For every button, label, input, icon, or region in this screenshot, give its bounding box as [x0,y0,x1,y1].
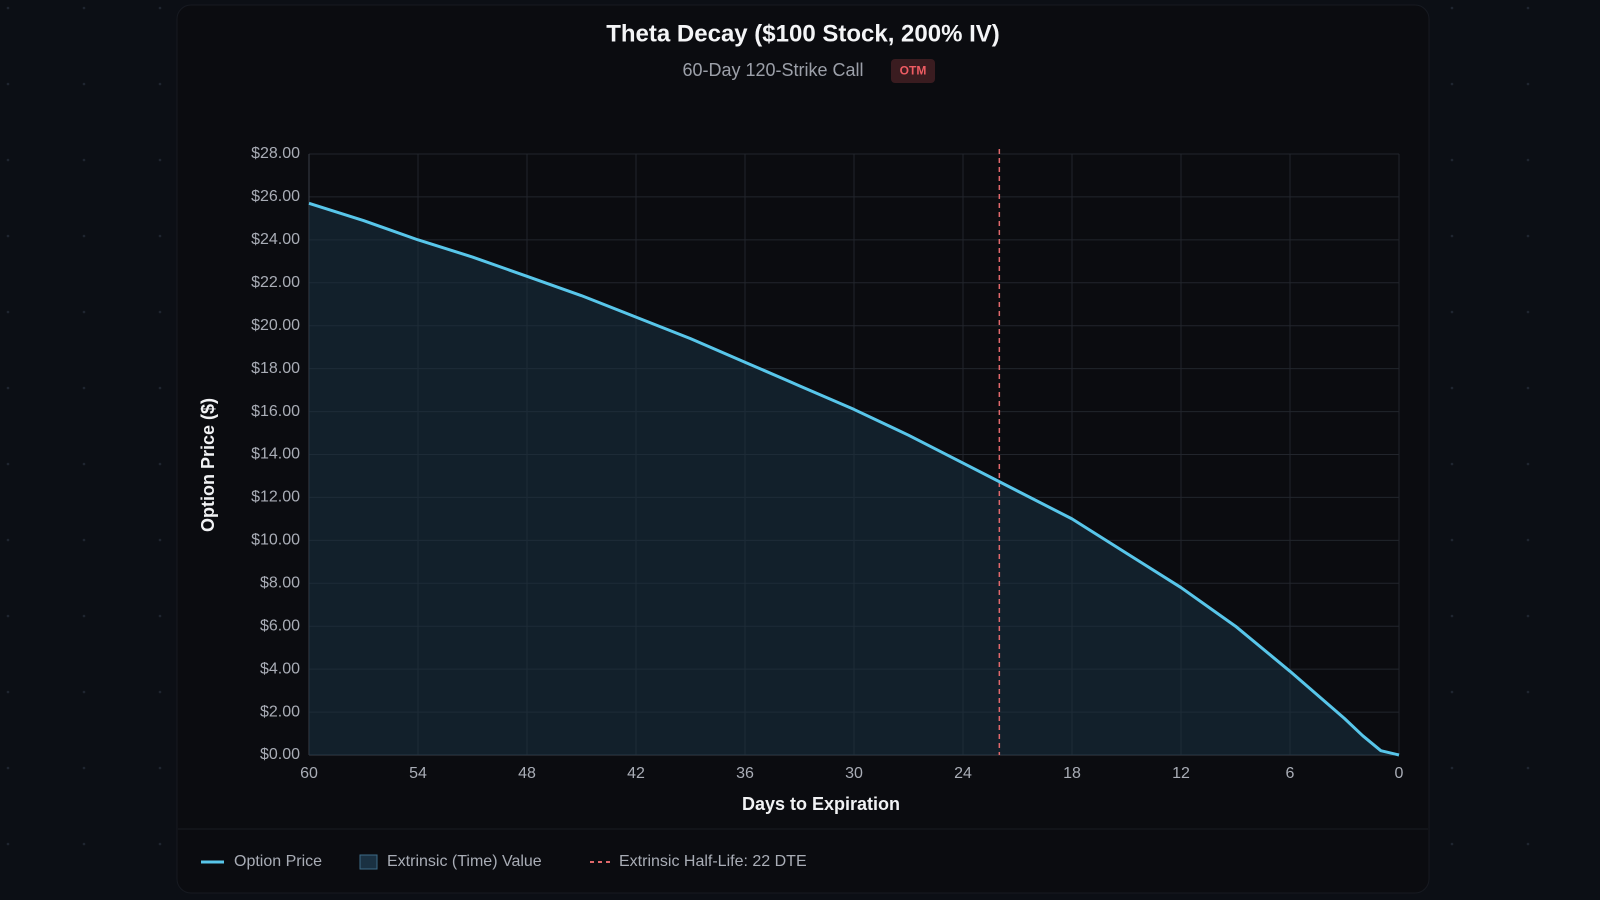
x-tick-label: 48 [518,765,536,782]
y-tick-label: $6.00 [260,617,300,634]
y-tick-label: $22.00 [251,274,300,291]
x-tick-label: 18 [1063,765,1081,782]
y-tick-label: $24.00 [251,231,300,248]
y-tick-label: $16.00 [251,403,300,420]
y-axis-label: Option Price ($) [198,398,218,532]
legend-area-swatch [359,854,378,870]
y-tick-label: $4.00 [260,660,300,677]
legend-label: Extrinsic Half-Life: 22 DTE [619,853,807,870]
option-price-line [308,201,1400,757]
badge: OTM [900,64,927,78]
y-tick-label: $14.00 [251,446,300,463]
legend: Option Price Extrinsic (Time) Value Extr… [201,853,807,870]
x-tick-label: 24 [954,765,972,782]
legend-label: Extrinsic (Time) Value [387,853,542,870]
x-tick-label: 42 [627,765,645,782]
badge-bg [891,59,935,83]
plot: $0.00 $2.00 $4.00 $6.00 $8.00 $10.00 $12.00 $14… [251,145,1403,782]
x-tick-label: 54 [409,765,427,782]
y-tick-label: $28.00 [251,145,300,162]
chart-subtitle: 60-Day 120-Strike Call [682,60,863,80]
y-tick-label: $26.00 [251,188,300,205]
y-tick-label: $0.00 [260,746,300,763]
x-tick-label: 12 [1172,765,1190,782]
x-tick-label: 0 [1395,765,1404,782]
x-tick-label: 36 [736,765,754,782]
x-tick-label: 6 [1286,765,1295,782]
y-tick-label: $18.00 [251,360,300,377]
x-axis-label: Days to Expiration [742,794,900,814]
chart-title: Theta Decay ($100 Stock, 200% IV) [606,20,1000,47]
legend-label: Option Price [234,853,322,870]
x-tick-label: 30 [845,765,863,782]
y-tick-label: $12.00 [251,489,300,506]
x-tick-label: 60 [300,765,318,782]
extrinsic-area [309,203,1399,755]
y-tick-label: $20.00 [251,317,300,334]
y-tick-label: $10.00 [251,532,300,549]
y-tick-label: $2.00 [260,703,300,720]
y-tick-label: $8.00 [260,575,300,592]
